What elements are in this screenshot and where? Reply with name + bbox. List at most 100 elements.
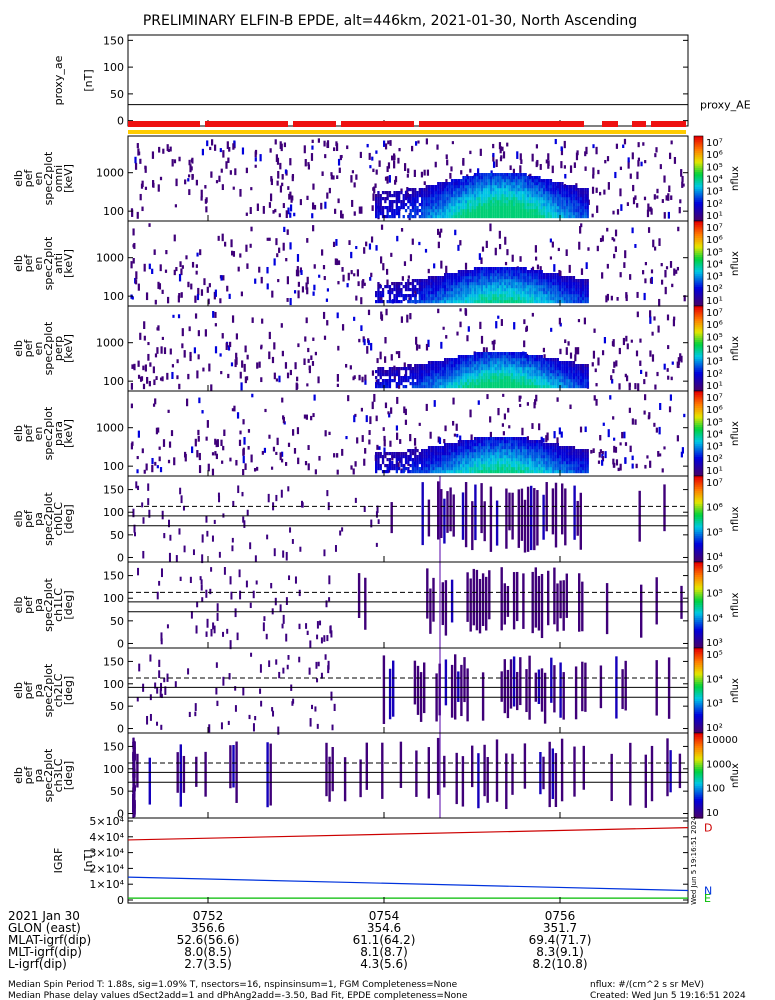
spec-pixel bbox=[524, 379, 527, 383]
spec-pixel bbox=[499, 437, 502, 441]
spec-pixel bbox=[501, 270, 504, 274]
spec-pixel bbox=[572, 215, 576, 219]
spec-pixel bbox=[536, 446, 539, 450]
spec-pixel bbox=[561, 191, 564, 195]
spec-pixel bbox=[490, 376, 493, 380]
spec-pixel bbox=[439, 361, 442, 365]
spec-pixel bbox=[446, 379, 449, 383]
spec-pixel bbox=[416, 470, 419, 474]
spec-pixel bbox=[632, 197, 636, 205]
spec-pixel bbox=[513, 443, 516, 447]
spec-pixel bbox=[363, 282, 366, 286]
spec-pixel bbox=[448, 361, 451, 365]
spec-pixel bbox=[542, 188, 546, 192]
spec-pixel bbox=[457, 379, 461, 383]
spec-pixel bbox=[487, 379, 490, 383]
spec-pixel bbox=[624, 250, 627, 259]
spec-pixel bbox=[489, 431, 492, 439]
spec-pixel bbox=[275, 378, 279, 382]
spec-pixel bbox=[462, 197, 465, 201]
spec-pixel bbox=[487, 194, 490, 198]
spec-pixel bbox=[552, 361, 555, 365]
spec-pixel bbox=[446, 385, 449, 389]
spec-pixel bbox=[568, 209, 571, 213]
spec-pixel bbox=[439, 288, 442, 292]
spec-pixel bbox=[603, 337, 607, 344]
spec-pixel bbox=[411, 188, 415, 192]
spec-pixel bbox=[478, 285, 481, 289]
spec-pixel bbox=[407, 288, 410, 292]
spec-pixel bbox=[483, 358, 486, 362]
spec-pixel bbox=[563, 206, 566, 210]
spec-pixel bbox=[506, 385, 509, 389]
spec-pixel bbox=[572, 294, 576, 298]
spec-pixel bbox=[448, 191, 451, 195]
spec-pixel bbox=[577, 291, 580, 295]
spec-pixel bbox=[469, 449, 472, 453]
spec-pixel bbox=[499, 382, 502, 386]
spec-pixel bbox=[487, 276, 490, 280]
spec-pixel bbox=[418, 288, 421, 292]
spec-pixel bbox=[586, 206, 589, 210]
spec-pixel bbox=[404, 373, 408, 377]
colorbar-step bbox=[694, 363, 703, 367]
spec-pixel bbox=[430, 285, 433, 289]
spec-pixel bbox=[547, 285, 550, 289]
spec-pixel bbox=[270, 176, 273, 182]
spec-pixel bbox=[441, 361, 444, 365]
spec-pixel bbox=[510, 455, 513, 459]
spec-pixel bbox=[441, 455, 444, 459]
spec-pixel bbox=[400, 455, 403, 459]
colorbar-tick-label: 10⁷ bbox=[706, 138, 723, 149]
colorbar-tick-label: 10⁶ bbox=[706, 150, 723, 161]
spec-pixel bbox=[446, 470, 449, 474]
spec-pixel bbox=[409, 188, 412, 192]
spec-pixel bbox=[584, 379, 587, 383]
spec-pixel bbox=[542, 273, 546, 277]
spec-pixel bbox=[538, 279, 541, 283]
spec-pixel bbox=[499, 464, 502, 468]
spec-pixel bbox=[554, 449, 557, 453]
spec-pixel bbox=[572, 279, 576, 283]
spec-pixel bbox=[478, 376, 481, 380]
spec-pixel bbox=[519, 382, 523, 386]
spec-pixel bbox=[496, 382, 500, 386]
spec-pixel bbox=[473, 288, 477, 292]
colorbar-step bbox=[694, 161, 703, 165]
spec-pixel bbox=[552, 212, 555, 216]
spec-pixel bbox=[434, 215, 438, 219]
spec-pixel bbox=[584, 166, 587, 171]
spec-pixel bbox=[307, 164, 311, 170]
spec-pixel bbox=[425, 376, 428, 380]
spec-pixel bbox=[536, 291, 539, 295]
spec-pixel bbox=[441, 470, 444, 474]
spec-pixel bbox=[418, 300, 421, 304]
spec-pixel bbox=[383, 447, 386, 456]
spec-pixel bbox=[531, 358, 534, 362]
spec-pixel bbox=[524, 464, 527, 468]
spec-pixel bbox=[572, 200, 576, 204]
spec-pixel bbox=[487, 358, 490, 362]
spec-pixel bbox=[538, 297, 541, 301]
spec-pixel bbox=[563, 165, 566, 169]
spec-pixel bbox=[556, 276, 559, 280]
spec-pixel bbox=[522, 352, 525, 356]
spec-pixel bbox=[554, 373, 557, 377]
spec-pixel bbox=[510, 352, 513, 356]
spec-pixel bbox=[402, 197, 405, 201]
spec-pixel bbox=[334, 258, 337, 265]
spec-pixel bbox=[383, 435, 386, 441]
spec-pixel bbox=[575, 200, 578, 204]
spec-pixel bbox=[545, 467, 548, 471]
spec-pixel bbox=[524, 382, 527, 386]
spec-pixel bbox=[297, 457, 300, 465]
spec-pixel bbox=[421, 467, 424, 471]
spec-pixel bbox=[515, 206, 518, 210]
spec-pixel bbox=[549, 194, 553, 198]
spec-pixel bbox=[409, 297, 412, 301]
spec-pixel bbox=[464, 355, 467, 359]
spec-pixel bbox=[418, 467, 421, 471]
spec-pixel bbox=[515, 188, 518, 192]
spec-pixel bbox=[480, 279, 484, 283]
spec-pixel bbox=[455, 443, 458, 447]
